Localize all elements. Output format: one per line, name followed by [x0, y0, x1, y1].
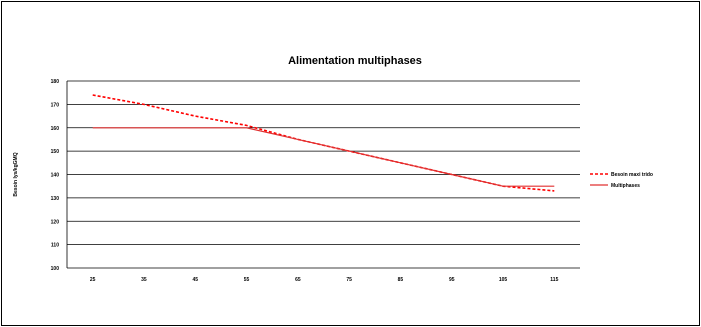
x-tick-label: 115 — [550, 277, 558, 283]
x-tick-label: 85 — [398, 277, 404, 283]
x-tick-label: 75 — [346, 277, 352, 283]
y-tick-label: 130 — [51, 196, 60, 202]
x-tick-label: 55 — [244, 277, 250, 283]
series-line-2 — [92, 127, 555, 187]
y-tick-label: 100 — [51, 266, 60, 272]
x-tick-label: 105 — [499, 277, 508, 283]
y-axis-label: Besoin lys/kgGMQ — [13, 152, 19, 196]
y-tick-label: 170 — [51, 102, 60, 108]
y-tick-label: 120 — [51, 219, 60, 225]
y-tick-label: 150 — [51, 149, 60, 155]
y-tick-label: 110 — [51, 243, 59, 249]
x-axis-ticks: 25 35 45 55 65 75 85 95 105 115 — [90, 277, 559, 283]
y-tick-label: 180 — [51, 79, 60, 85]
legend-label-2: Multiphases — [611, 183, 640, 189]
y-axis-ticks: 100 110 120 130 140 150 160 170 180 — [51, 79, 60, 272]
y-tick-label: 160 — [51, 126, 60, 132]
x-tick-label: 65 — [295, 277, 301, 283]
chart-title: Alimentation multiphases — [288, 55, 422, 67]
x-tick-label: 45 — [192, 277, 198, 283]
series-group — [92, 94, 555, 192]
legend-label-1: Besoin maxi trido — [611, 172, 653, 178]
x-tick-label: 25 — [90, 277, 96, 283]
legend: Besoin maxi trido Multiphases — [590, 172, 653, 189]
series-line-1 — [92, 94, 555, 192]
grid — [66, 80, 580, 269]
y-tick-label: 140 — [51, 173, 60, 179]
x-tick-label: 35 — [141, 277, 147, 283]
x-tick-label: 95 — [449, 277, 455, 283]
